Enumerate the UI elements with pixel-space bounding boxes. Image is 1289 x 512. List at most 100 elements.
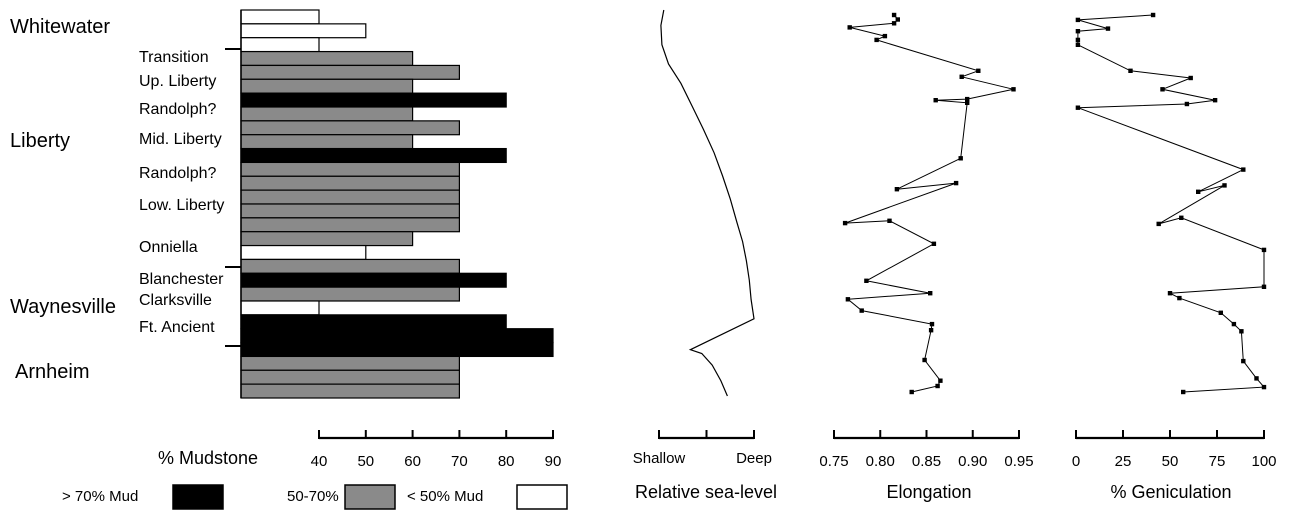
elongation-point bbox=[929, 321, 935, 327]
geniculation-point bbox=[1150, 12, 1156, 18]
member-label: Mid. Liberty bbox=[139, 131, 222, 148]
mudstone-bar bbox=[240, 9, 320, 25]
sea-level-curve bbox=[660, 9, 755, 397]
elongation-point bbox=[894, 187, 900, 192]
mudstone-bar bbox=[240, 341, 554, 358]
elongation-axis-title: Elongation bbox=[886, 482, 971, 502]
elongation-point bbox=[874, 37, 879, 43]
geniculation-point bbox=[1239, 329, 1244, 334]
mudstone-tick-label: 50 bbox=[357, 453, 374, 470]
member-label: Ft. Ancient bbox=[139, 319, 215, 336]
mudstone-bar bbox=[240, 120, 460, 136]
legend-swatch-mid-mud bbox=[344, 484, 396, 510]
member-label: Clarksville bbox=[139, 292, 212, 309]
sea-level-tick-label: Deep bbox=[736, 450, 772, 467]
geniculation-tick-label: 100 bbox=[1251, 453, 1276, 470]
elongation-point bbox=[1011, 87, 1016, 92]
member-label: Transition bbox=[139, 49, 209, 66]
geniculation-points bbox=[1075, 12, 1267, 395]
geniculation-point bbox=[1184, 101, 1190, 107]
mudstone-bar bbox=[240, 203, 460, 219]
legend-label-mid-mud: 50-70% bbox=[287, 488, 339, 505]
geniculation-point bbox=[1261, 284, 1267, 289]
elongation-point bbox=[928, 291, 933, 296]
geniculation-point bbox=[1179, 215, 1184, 220]
elongation-point bbox=[958, 156, 963, 161]
mudstone-bar bbox=[240, 383, 460, 399]
mudstone-bar bbox=[240, 50, 414, 67]
geniculation-point bbox=[1181, 389, 1186, 395]
geniculation-point bbox=[1105, 26, 1111, 31]
geniculation-line bbox=[1077, 14, 1266, 393]
member-label: Randolph? bbox=[139, 101, 217, 118]
elongation-tick-label: 0.90 bbox=[958, 453, 987, 470]
geniculation-point bbox=[1075, 17, 1081, 23]
geniculation-point bbox=[1156, 221, 1161, 227]
mudstone-bar bbox=[240, 328, 554, 344]
geniculation-tick-label: 75 bbox=[1209, 453, 1226, 470]
mudstone-bar bbox=[240, 175, 460, 191]
mudstone-tick-label: 90 bbox=[545, 453, 562, 470]
elongation-points bbox=[842, 12, 1016, 395]
geniculation-point bbox=[1231, 321, 1237, 327]
geniculation-point bbox=[1075, 37, 1081, 43]
legend-swatch-high-mud bbox=[172, 484, 224, 510]
geniculation-point bbox=[1075, 29, 1081, 34]
mudstone-bar bbox=[240, 147, 507, 164]
elongation-point bbox=[891, 21, 897, 26]
mudstone-bar bbox=[240, 355, 460, 371]
elongation-point bbox=[859, 308, 864, 313]
elongation-point bbox=[935, 383, 940, 389]
geniculation-point bbox=[1261, 384, 1267, 390]
sea-level-tick-label: Shallow bbox=[633, 450, 686, 467]
formation-label-arnheim: Arnheim bbox=[15, 361, 89, 383]
formation-label-whitewater: Whitewater bbox=[10, 16, 110, 38]
geniculation-point bbox=[1261, 247, 1267, 253]
mudstone-bar bbox=[240, 23, 367, 39]
elongation-point bbox=[847, 25, 852, 30]
mudstone-bar bbox=[240, 189, 460, 205]
elongation-point bbox=[938, 378, 943, 383]
mudstone-tick-label: 40 bbox=[311, 453, 328, 470]
formation-label-waynesville: Waynesville bbox=[10, 296, 116, 318]
mudstone-bar bbox=[240, 64, 460, 80]
geniculation-axis-title: % Geniculation bbox=[1110, 482, 1231, 502]
elongation-point bbox=[891, 12, 897, 18]
mudstone-bar bbox=[240, 258, 460, 274]
elongation-tick-label: 0.85 bbox=[912, 453, 941, 470]
mudstone-bar bbox=[240, 300, 320, 316]
mudstone-tick-label: 80 bbox=[498, 453, 515, 470]
geniculation-point bbox=[1188, 75, 1193, 81]
elongation-point bbox=[959, 74, 964, 79]
elongation-tick-label: 0.80 bbox=[866, 453, 895, 470]
mudstone-bar bbox=[240, 37, 320, 53]
geniculation-point bbox=[1212, 98, 1218, 103]
elongation-point bbox=[864, 278, 869, 283]
elongation-point bbox=[882, 33, 888, 39]
elongation-point bbox=[928, 328, 934, 333]
geniculation-tick-label: 25 bbox=[1115, 453, 1132, 470]
mudstone-bar bbox=[240, 217, 460, 233]
elongation-point bbox=[887, 218, 892, 223]
mudstone-bar bbox=[240, 161, 460, 177]
elongation-point bbox=[895, 17, 900, 22]
elongation-line bbox=[844, 14, 1014, 393]
formation-label-liberty: Liberty bbox=[10, 130, 70, 152]
mudstone-bar bbox=[240, 231, 414, 247]
elongation-point bbox=[965, 96, 970, 102]
mudstone-bar bbox=[240, 244, 367, 261]
legend-label-low-mud: < 50% Mud bbox=[407, 488, 483, 505]
mudstone-tick-label: 70 bbox=[451, 453, 468, 470]
geniculation-point bbox=[1241, 358, 1246, 364]
geniculation-tick-label: 0 bbox=[1072, 453, 1080, 470]
geniculation-point bbox=[1075, 42, 1081, 47]
elongation-tick-label: 0.95 bbox=[1004, 453, 1033, 470]
member-label: Onniella bbox=[139, 239, 198, 256]
mudstone-bars bbox=[240, 9, 554, 399]
elongation-point bbox=[976, 68, 981, 73]
geniculation-point bbox=[1075, 105, 1081, 110]
member-label: Randolph? bbox=[139, 165, 217, 182]
elongation-tick-label: 0.75 bbox=[819, 453, 848, 470]
mudstone-bar bbox=[240, 106, 414, 122]
mudstone-bar bbox=[240, 272, 507, 288]
